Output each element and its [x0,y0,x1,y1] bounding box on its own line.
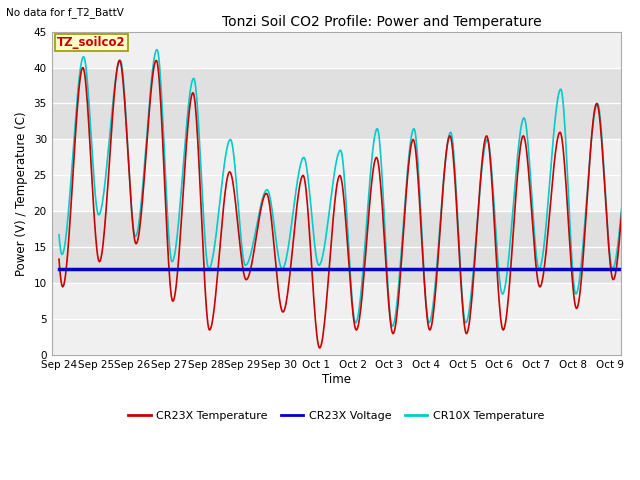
Text: No data for f_T2_BattV: No data for f_T2_BattV [6,7,124,18]
Bar [52,68,621,140]
Text: TZ_soilco2: TZ_soilco2 [58,36,126,49]
X-axis label: Time: Time [322,373,351,386]
Y-axis label: Power (V) / Temperature (C): Power (V) / Temperature (C) [15,111,28,276]
Title: Tonzi Soil CO2 Profile: Power and Temperature: Tonzi Soil CO2 Profile: Power and Temper… [222,15,541,29]
Bar [52,211,621,283]
Legend: CR23X Temperature, CR23X Voltage, CR10X Temperature: CR23X Temperature, CR23X Voltage, CR10X … [124,406,548,425]
